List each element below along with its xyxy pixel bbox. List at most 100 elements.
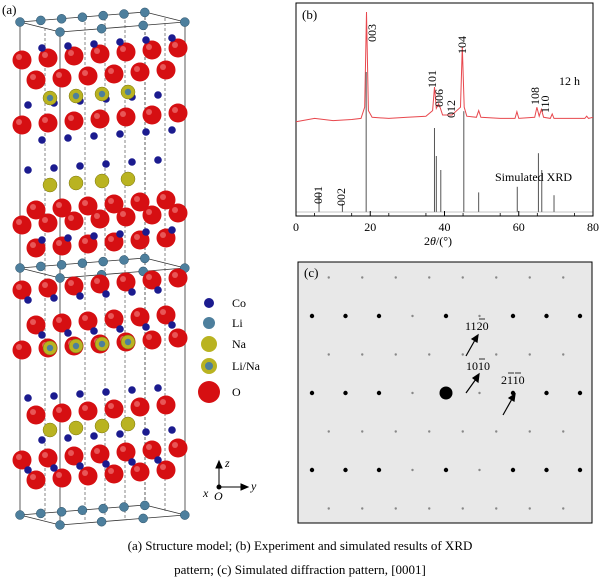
atom-highlight — [120, 276, 126, 282]
atom-highlight — [56, 240, 62, 246]
li-atom — [180, 510, 190, 520]
experimental-curve — [295, 11, 594, 123]
cobalt-atom — [76, 462, 84, 470]
atom-highlight — [82, 70, 88, 76]
diffraction-spot — [361, 353, 364, 356]
diffraction-spot — [495, 507, 498, 510]
cobalt-atom — [38, 236, 46, 244]
atom-highlight — [108, 68, 114, 74]
diffraction-spot — [562, 276, 565, 279]
cobalt-atom — [116, 230, 124, 238]
diffraction-spot — [361, 507, 364, 510]
li-atom — [56, 507, 67, 517]
diffraction-spot — [361, 430, 364, 433]
li-na-legend-label: Li/Na — [232, 359, 261, 373]
oxygen-atom — [52, 68, 72, 88]
atom-highlight — [16, 119, 22, 125]
diffraction-spot — [327, 353, 330, 356]
li-atom — [36, 508, 46, 519]
oxygen-atom — [168, 328, 188, 348]
li-legend-icon — [203, 317, 215, 329]
arrow-1-head-icon — [470, 333, 479, 343]
li-atom — [98, 503, 108, 514]
diffraction-spot — [428, 276, 431, 279]
atom-highlight — [172, 442, 178, 448]
diffraction-spot — [411, 391, 414, 395]
x-axis-title: 2θ/(°) — [424, 234, 452, 248]
diffraction-spot — [443, 467, 449, 473]
x-axis-label: x — [202, 486, 209, 500]
atom-highlight — [146, 444, 152, 450]
atom-highlight — [146, 209, 152, 215]
atom-highlight — [134, 66, 140, 72]
atom-highlight — [172, 42, 178, 48]
peak-label-006: 006 — [432, 89, 446, 107]
z-axis-label: z — [224, 456, 230, 470]
diffraction-spot — [411, 468, 414, 472]
atom-highlight — [108, 468, 114, 474]
x-tick-label: 20 — [364, 220, 376, 234]
atom-highlight — [56, 202, 62, 208]
li-atom — [119, 9, 129, 19]
oxygen-atom — [130, 62, 150, 82]
oxygen-atom — [38, 113, 58, 133]
peak-label-110: 110 — [538, 95, 552, 113]
spot-arrows — [465, 333, 516, 416]
diffraction-spot — [577, 467, 583, 473]
li-atom — [96, 516, 107, 527]
spot-label-2-1-10: 2110 — [501, 373, 525, 387]
diffraction-spot — [327, 276, 330, 279]
diffraction-spot — [528, 353, 531, 356]
diffraction-spot — [428, 353, 431, 356]
cobalt-atom — [116, 325, 124, 333]
cobalt-atom — [142, 323, 150, 331]
oxygen-atom — [142, 205, 162, 225]
li-core — [72, 342, 80, 350]
cobalt-atom — [24, 296, 32, 304]
diffraction-spot — [309, 390, 315, 396]
atom-highlight — [160, 194, 166, 200]
diffraction-spot — [461, 507, 464, 510]
diffraction-spot — [528, 276, 531, 279]
diffraction-spot — [361, 276, 364, 279]
atom-highlight — [42, 452, 48, 458]
diffraction-spot — [478, 314, 481, 318]
oxygen-atom — [90, 109, 110, 129]
diffraction-spot — [309, 313, 315, 319]
arrow-2 — [465, 378, 477, 394]
diffraction-spot — [327, 430, 330, 433]
cobalt-atom — [90, 40, 98, 48]
oxygen-atom — [156, 60, 176, 80]
cobalt-atom — [90, 327, 98, 335]
atom-highlight — [30, 319, 36, 325]
atom-highlight — [16, 344, 22, 350]
cobalt-atom — [38, 44, 46, 52]
diffraction-spot — [394, 353, 397, 356]
na-legend-label: Na — [232, 337, 247, 351]
diffraction-spot — [309, 467, 315, 473]
cobalt-atom — [168, 34, 176, 42]
atom-highlight — [108, 198, 114, 204]
atom-highlight — [82, 200, 88, 206]
cobalt-atom — [154, 456, 162, 464]
figure-caption-line-2: pattern; (c) Simulated diffraction patte… — [174, 562, 426, 577]
atom-highlight — [134, 311, 140, 317]
diffraction-spot — [495, 276, 498, 279]
oxygen-atom — [116, 107, 136, 127]
li-atom — [55, 273, 65, 283]
atom-highlight — [68, 450, 74, 456]
li-atom — [56, 260, 67, 270]
cobalt-atom — [116, 430, 124, 438]
experimental-xrd-line — [295, 11, 594, 123]
li-atom — [77, 12, 88, 22]
atom-highlight — [68, 280, 74, 286]
atom-highlight — [68, 115, 74, 121]
diffraction-spot — [510, 313, 516, 319]
o-legend-label: O — [232, 385, 241, 399]
cobalt-atom — [50, 294, 58, 302]
spot-label-10-10: 1010 — [466, 359, 490, 373]
oxygen-atom — [90, 209, 110, 229]
diffraction-spot — [562, 430, 565, 433]
cobalt-atom — [64, 234, 72, 242]
x-tick-label: 60 — [513, 220, 525, 234]
